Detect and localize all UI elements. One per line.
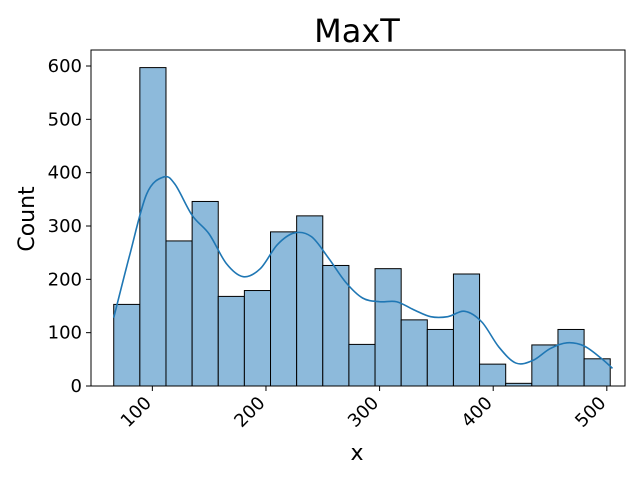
histogram-bar <box>139 67 167 387</box>
y-tick-label: 200 <box>48 269 82 290</box>
y-tick-label: 100 <box>48 323 82 344</box>
y-tick-label: 400 <box>48 163 82 184</box>
histogram-bar <box>426 328 454 387</box>
histogram-bar <box>191 200 219 387</box>
x-tick-label: 100 <box>117 393 156 432</box>
histogram-bar <box>322 264 350 387</box>
kde-curve <box>112 175 614 369</box>
histogram-bar <box>400 319 428 387</box>
x-tick-label: 500 <box>571 393 610 432</box>
x-tick-label: 200 <box>230 393 269 432</box>
y-tick-label: 600 <box>48 56 82 77</box>
histogram-bar <box>113 303 141 387</box>
y-tick-label: 300 <box>48 216 82 237</box>
histogram-bar <box>348 343 376 387</box>
histogram-bar <box>374 268 402 387</box>
kde-group <box>112 175 614 369</box>
histogram-bar <box>452 273 481 387</box>
x-ticks: 100 200 300 400 500 <box>117 386 610 432</box>
x-axis-label: x <box>350 441 363 466</box>
histogram-bar <box>217 295 245 387</box>
bars-group <box>113 67 611 387</box>
y-ticks: 0 100 200 300 400 500 600 <box>48 56 91 397</box>
histogram-bar <box>270 231 298 387</box>
x-tick-label: 400 <box>458 393 497 432</box>
plot-frame <box>90 49 626 387</box>
histogram-bar <box>479 363 507 387</box>
chart-title: MaxT <box>314 12 400 50</box>
histogram-bar <box>165 240 193 387</box>
histogram-bar <box>243 290 272 387</box>
x-tick-label: 300 <box>344 393 383 432</box>
histogram-bar <box>296 215 324 387</box>
y-tick-label: 500 <box>48 109 82 130</box>
histogram-bar <box>557 328 585 387</box>
y-tick-label: 0 <box>71 376 82 397</box>
y-axis-label: Count <box>15 186 40 252</box>
